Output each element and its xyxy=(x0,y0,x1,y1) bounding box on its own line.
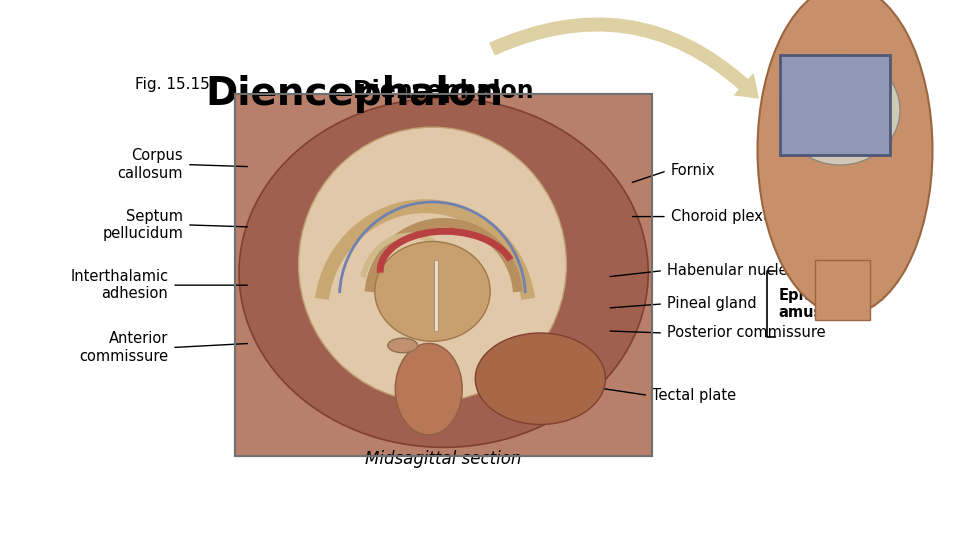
Text: Tectal plate: Tectal plate xyxy=(652,388,736,403)
Text: Fig. 15.15: Fig. 15.15 xyxy=(134,77,209,92)
Text: Choroid plexus in 3: Choroid plexus in 3 xyxy=(670,209,811,224)
Bar xyxy=(780,55,890,155)
Text: Pineal gland: Pineal gland xyxy=(667,296,756,312)
Ellipse shape xyxy=(299,127,566,402)
Text: ventricle: ventricle xyxy=(793,209,862,224)
Bar xyxy=(235,94,652,456)
Text: rd: rd xyxy=(781,204,792,214)
Text: Habenular nucleus: Habenular nucleus xyxy=(667,263,804,278)
Text: Diencephalon: Diencephalon xyxy=(353,79,535,103)
Ellipse shape xyxy=(475,333,606,424)
Ellipse shape xyxy=(757,0,932,315)
Bar xyxy=(434,260,438,331)
Text: Diencephalon: Diencephalon xyxy=(205,75,504,113)
Text: Fornix: Fornix xyxy=(670,163,715,178)
Text: Posterior commissure: Posterior commissure xyxy=(667,326,826,341)
Ellipse shape xyxy=(396,343,463,435)
Bar xyxy=(235,94,652,456)
Ellipse shape xyxy=(239,98,648,447)
Text: Corpus
callosum: Corpus callosum xyxy=(118,148,183,181)
Ellipse shape xyxy=(780,55,900,165)
FancyArrowPatch shape xyxy=(490,18,758,98)
Text: Anterior
commissure: Anterior commissure xyxy=(80,332,168,364)
Text: Midsagittal section: Midsagittal section xyxy=(366,450,522,468)
Ellipse shape xyxy=(374,241,491,341)
Ellipse shape xyxy=(388,338,418,353)
Bar xyxy=(815,260,870,320)
Text: Epithal-
amus: Epithal- amus xyxy=(779,288,843,320)
Text: Septum
pellucidum: Septum pellucidum xyxy=(103,208,183,241)
Text: Interthalamic
adhesion: Interthalamic adhesion xyxy=(70,269,168,301)
